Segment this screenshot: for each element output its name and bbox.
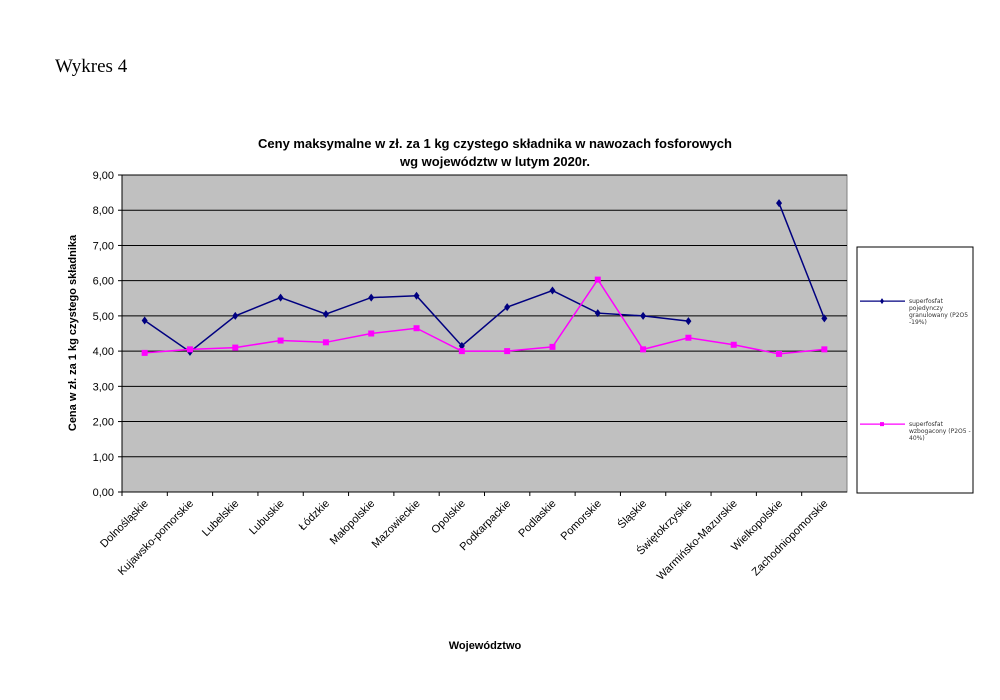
y-tick-label: 2,00 [93, 417, 114, 429]
y-tick-label: 6,00 [93, 276, 114, 288]
y-axis-label: Cena w zł. za 1 kg czystego składnika [67, 234, 79, 431]
x-axis-label: Województwo [449, 640, 522, 652]
marker [594, 309, 601, 318]
marker [232, 311, 239, 320]
legend-marker [880, 298, 884, 305]
marker [821, 346, 828, 353]
x-tick-label: Śląskie [615, 497, 649, 531]
marker [776, 199, 783, 208]
y-tick-label: 1,00 [93, 452, 114, 464]
x-tick-label: Lubelskie [200, 498, 241, 539]
marker [186, 346, 193, 353]
chart-subtitle: wg województw w lutym 2020r. [399, 154, 590, 169]
y-tick-label: 7,00 [93, 240, 114, 252]
plot-area [121, 174, 848, 493]
x-tick-label: Pomorskie [559, 498, 604, 543]
y-tick-label: 0,00 [93, 487, 114, 499]
marker [141, 349, 148, 356]
marker [549, 343, 556, 350]
x-tick-label: Opolskie [429, 498, 468, 537]
x-tick-label: Mazowieckie [370, 498, 423, 551]
marker [594, 276, 601, 283]
marker [504, 303, 511, 312]
x-tick-label: Małopolskie [328, 498, 378, 548]
marker [640, 311, 647, 320]
x-tick-label: Podlaskie [516, 498, 558, 540]
marker [458, 348, 465, 355]
marker [458, 341, 465, 350]
legend-box [856, 246, 974, 494]
marker [368, 293, 375, 302]
marker [413, 291, 420, 300]
marker [685, 334, 692, 341]
series-line [778, 202, 826, 319]
y-tick-label: 4,00 [93, 346, 114, 358]
y-tick-label: 8,00 [93, 205, 114, 217]
legend-label: superfosfat wzbogacony (P2O5 - 40%) [909, 421, 971, 443]
x-tick-label: Zachodniopomorskie [750, 498, 831, 579]
legend-marker [880, 422, 884, 427]
marker [322, 339, 329, 346]
x-tick-label: Łódzkie [297, 498, 332, 533]
y-tick-label: 5,00 [93, 311, 114, 323]
x-tick-label: Kujawsko-pomorskie [116, 498, 196, 578]
legend-label: superfosfat pojedynczy granulowany (P2O5… [909, 298, 969, 327]
y-tick-label: 3,00 [93, 381, 114, 393]
page-title: Wykres 4 [55, 56, 128, 77]
marker [776, 350, 783, 357]
marker [821, 314, 828, 323]
marker [277, 293, 284, 302]
marker [277, 337, 284, 344]
series-line [144, 278, 825, 355]
y-tick-label: 9,00 [93, 170, 114, 182]
chart-title: Ceny maksymalne w zł. za 1 kg czystego s… [258, 136, 732, 151]
x-tick-label: Lubuskie [247, 498, 287, 538]
marker [141, 316, 148, 325]
marker [232, 344, 239, 351]
marker [504, 348, 511, 355]
marker [730, 341, 737, 348]
marker [413, 325, 420, 332]
marker [322, 310, 329, 319]
marker [549, 286, 556, 295]
marker [368, 330, 375, 337]
x-tick-label: Warmińsko-Mazurskie [655, 498, 740, 583]
marker [685, 317, 692, 326]
marker [640, 346, 647, 353]
